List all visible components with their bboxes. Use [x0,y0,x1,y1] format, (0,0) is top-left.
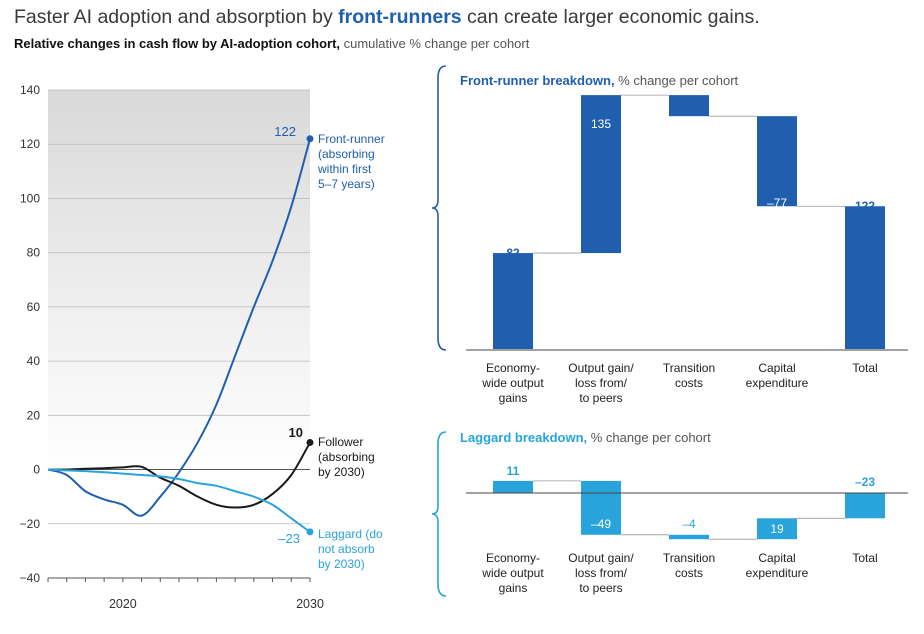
laggard-value-label: –23 [855,475,875,489]
laggard-end-value: –23 [278,531,300,546]
front-runner-category-label: Transition [663,361,715,375]
front-runner-category-label: Economy- [486,361,540,375]
laggard-breakdown-title: Laggard breakdown, % change per cohort [460,430,711,445]
laggard-category-label: loss from/ [575,566,628,580]
front-runner-category-label: Total [852,361,877,375]
laggard-category-label: costs [675,566,703,580]
follower-label: by 2030) [318,465,365,479]
front-runner-value-label: 122 [855,199,875,213]
follower-line [47,441,311,509]
laggard-category-label: to peers [579,581,622,595]
x-tick-label: 2020 [109,597,137,611]
front-runner-value-label: 135 [591,117,611,131]
laggard-label: by 2030) [318,557,365,571]
laggard-value-label: –49 [591,517,611,531]
front-runner-label: within first [317,162,372,176]
front-runner-category-label: wide output [481,376,544,390]
follower-label: (absorbing [318,450,375,464]
subtitle-bold: Relative changes in cash flow by AI-adop… [14,36,341,51]
front-runner-value-label: –18 [679,116,699,130]
laggard-category-label: gains [499,581,528,595]
front-runner-breakdown-title: Front-runner breakdown, % change per coh… [460,73,739,88]
front-runner-label: (absorbing [318,147,375,161]
y-tick-label: 40 [27,354,41,368]
laggard-value-label: 19 [770,522,784,536]
follower-label: Follower [318,435,363,449]
laggard-bar [493,480,533,493]
front-runner-bar [581,95,621,254]
y-tick-label: 120 [20,137,40,151]
title-text-end: can create larger economic gains. [461,6,760,28]
laggard-brace [431,431,447,597]
front-runner-value-label: –77 [767,196,787,210]
x-tick-label: 2030 [296,597,324,611]
laggard-label: not absorb [318,542,375,556]
front-runner-brace [431,65,447,351]
laggard-bar [757,518,797,540]
front-runner-end-value: 122 [274,124,296,139]
plot-background [48,90,310,470]
front-runner-category-label: Output gain/ [568,361,634,375]
laggard-line [47,468,311,533]
front-runner-label: 5–7 years) [318,177,375,191]
chart-subtitle: Relative changes in cash flow by AI-adop… [14,36,529,51]
front-runner-category-label: expenditure [746,376,809,390]
front-runner-category-label: Capital [758,361,795,375]
front-runner-value-label: 82 [506,246,520,260]
front-runner-category-label: costs [675,376,703,390]
laggard-value-label: –4 [682,517,696,531]
subtitle-unit: cumulative % change per cohort [340,36,530,51]
y-tick-label: 100 [20,191,40,205]
front-runner-label: Front-runner [318,132,385,146]
laggard-end-point [306,528,314,536]
front-runner-category-label: to peers [579,391,622,405]
front-runner-bar [669,95,709,117]
y-tick-label: 0 [33,463,40,477]
laggard-category-label: Capital [758,551,795,565]
follower-end-point [306,438,314,446]
laggard-bar [845,493,885,519]
laggard-category-label: Transition [663,551,715,565]
y-tick-label: 140 [20,83,40,97]
laggard-bar [581,480,621,535]
laggard-category-label: wide output [481,566,544,580]
front-runner-category-label: gains [499,391,528,405]
laggard-category-label: Total [852,551,877,565]
front-runner-bar [845,206,885,349]
laggard-bar [669,534,709,540]
laggard-category-label: Output gain/ [568,551,634,565]
title-text: Faster AI adoption and absorption by [14,6,339,28]
title-highlight: front-runners [338,6,462,28]
front-runner-bar [493,253,533,349]
y-tick-label: −40 [20,571,41,585]
laggard-value-label: 11 [507,464,520,478]
front-runner-end-point [306,135,314,143]
front-runner-bar [757,116,797,207]
y-tick-label: 60 [27,300,41,314]
front-runner-line [47,138,311,517]
follower-end-value: 10 [289,425,303,440]
y-tick-label: −20 [20,517,41,531]
laggard-label: Laggard (do [318,527,383,541]
y-tick-label: 20 [27,408,41,422]
chart-title: Faster AI adoption and absorption by fro… [14,6,760,29]
laggard-category-label: Economy- [486,551,540,565]
front-runner-category-label: loss from/ [575,376,628,390]
laggard-category-label: expenditure [746,566,809,580]
y-tick-label: 80 [27,246,41,260]
